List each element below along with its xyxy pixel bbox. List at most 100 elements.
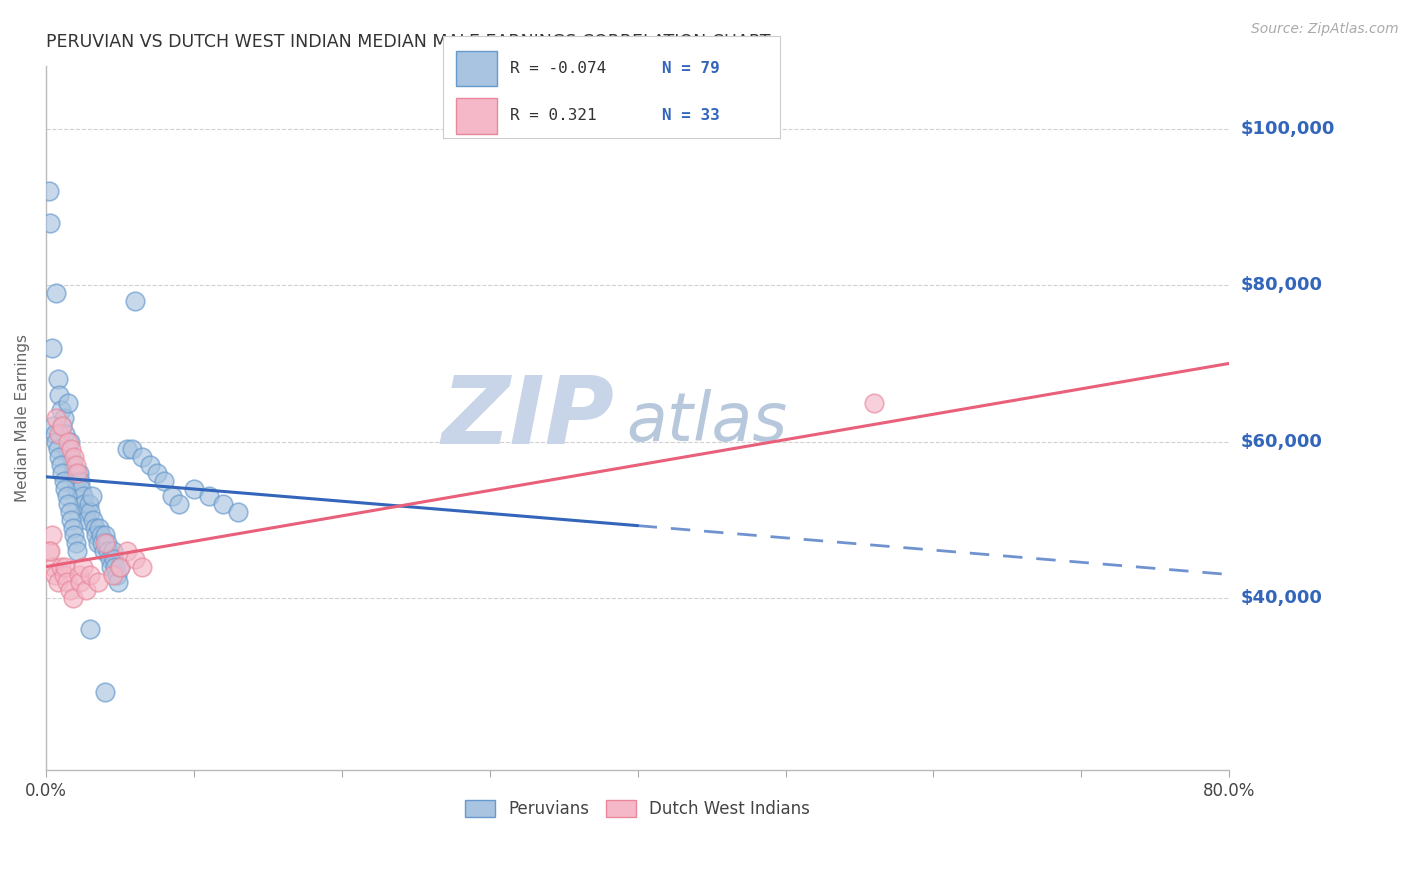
Point	[59, 583, 82, 598]
Point	[153, 474, 176, 488]
Point	[55, 442, 77, 457]
Point	[59, 505, 82, 519]
Point	[98, 552, 121, 566]
Text: $80,000: $80,000	[1240, 277, 1323, 294]
Point	[60, 513, 83, 527]
Point	[52, 567, 75, 582]
Point	[79, 505, 101, 519]
Point	[93, 544, 115, 558]
Point	[124, 552, 146, 566]
Point	[76, 513, 98, 527]
Point	[39, 544, 62, 558]
Point	[103, 552, 125, 566]
Point	[51, 466, 73, 480]
Point	[131, 450, 153, 465]
Point	[97, 544, 120, 558]
Point	[146, 466, 169, 480]
Point	[226, 505, 249, 519]
Point	[52, 411, 75, 425]
Point	[72, 489, 94, 503]
Point	[53, 482, 76, 496]
Point	[101, 544, 124, 558]
Point	[107, 575, 129, 590]
Point	[63, 528, 86, 542]
Point	[79, 622, 101, 636]
Point	[41, 528, 63, 542]
Text: atlas: atlas	[626, 389, 787, 455]
Point	[91, 536, 114, 550]
Point	[48, 387, 70, 401]
Point	[72, 559, 94, 574]
Point	[44, 567, 66, 582]
Point	[38, 544, 60, 558]
Point	[63, 466, 86, 480]
Point	[87, 575, 110, 590]
Point	[48, 450, 70, 465]
Point	[863, 395, 886, 409]
Point	[131, 559, 153, 574]
Point	[84, 528, 107, 542]
Point	[49, 458, 72, 472]
Point	[66, 544, 89, 558]
Point	[48, 426, 70, 441]
Point	[62, 591, 84, 605]
Point	[62, 458, 84, 472]
Point	[56, 434, 79, 449]
Point	[94, 528, 117, 542]
FancyBboxPatch shape	[457, 51, 496, 87]
Point	[45, 411, 67, 425]
Text: PERUVIAN VS DUTCH WEST INDIAN MEDIAN MALE EARNINGS CORRELATION CHART: PERUVIAN VS DUTCH WEST INDIAN MEDIAN MAL…	[46, 33, 770, 51]
Point	[53, 559, 76, 574]
Point	[67, 567, 90, 582]
Text: $100,000: $100,000	[1240, 120, 1334, 138]
Point	[51, 419, 73, 434]
Point	[124, 293, 146, 308]
Point	[212, 497, 235, 511]
Point	[55, 575, 77, 590]
Point	[46, 575, 69, 590]
Point	[160, 489, 183, 503]
Text: N = 79: N = 79	[662, 61, 720, 76]
Point	[49, 559, 72, 574]
Point	[51, 419, 73, 434]
Point	[38, 185, 60, 199]
Point	[65, 474, 87, 488]
Point	[105, 567, 128, 582]
Text: ZIP: ZIP	[441, 372, 614, 464]
Point	[87, 536, 110, 550]
Point	[42, 419, 65, 434]
Point	[94, 685, 117, 699]
Point	[66, 466, 89, 480]
Point	[65, 458, 87, 472]
Point	[66, 482, 89, 496]
Point	[82, 513, 104, 527]
Text: $40,000: $40,000	[1240, 589, 1322, 607]
Point	[53, 426, 76, 441]
Point	[75, 583, 97, 598]
Point	[69, 474, 91, 488]
Point	[138, 458, 160, 472]
Point	[108, 559, 131, 574]
Point	[167, 497, 190, 511]
Text: $60,000: $60,000	[1240, 433, 1322, 450]
Point	[49, 403, 72, 417]
Point	[197, 489, 219, 503]
Point	[73, 497, 96, 511]
Point	[45, 434, 67, 449]
Point	[183, 482, 205, 496]
Point	[41, 341, 63, 355]
Point	[94, 536, 117, 550]
Point	[101, 567, 124, 582]
Y-axis label: Median Male Earnings: Median Male Earnings	[15, 334, 30, 502]
Point	[60, 450, 83, 465]
Point	[42, 559, 65, 574]
Point	[121, 442, 143, 457]
Point	[63, 450, 86, 465]
Point	[80, 489, 103, 503]
Point	[75, 505, 97, 519]
Point	[117, 442, 139, 457]
Point	[83, 520, 105, 534]
Point	[56, 395, 79, 409]
Text: R = -0.074: R = -0.074	[510, 61, 606, 76]
FancyBboxPatch shape	[457, 98, 496, 134]
